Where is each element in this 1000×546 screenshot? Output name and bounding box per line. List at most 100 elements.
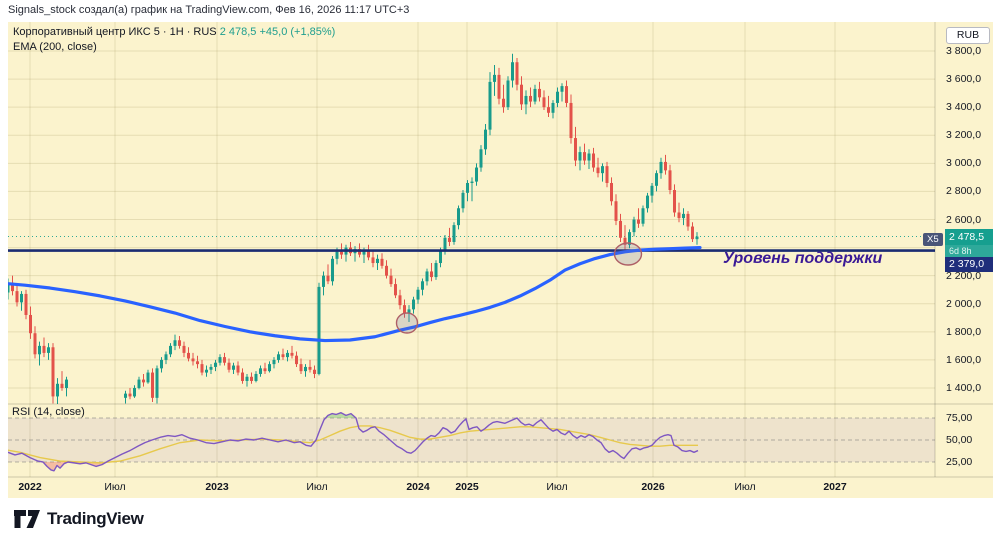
candle-body	[286, 352, 289, 358]
candle-body	[164, 354, 168, 360]
candle-body	[133, 388, 136, 397]
time-tick-label: 2024	[406, 481, 430, 493]
candle-body	[650, 185, 654, 196]
candle-body	[376, 258, 379, 264]
candle-body	[236, 365, 240, 373]
candle-body	[574, 138, 577, 161]
last-price-badge: 2 478,5	[945, 229, 993, 245]
symbol-title: Корпоративный центр ИКС 5 · 1Н · RUS	[13, 26, 217, 38]
chart-legend: Корпоративный центр ИКС 5 · 1Н · RUS 2 4…	[13, 26, 335, 38]
candle-body	[691, 226, 694, 240]
candle-body	[340, 251, 343, 255]
candle-body	[664, 161, 667, 171]
price-tick-label: 2 200,0	[946, 269, 982, 282]
candle-body	[173, 340, 177, 346]
candle-body	[475, 167, 478, 182]
highlight-ellipse[interactable]	[395, 312, 419, 334]
candle-body	[250, 376, 253, 381]
candle-body	[227, 362, 231, 370]
candle-body	[259, 368, 262, 374]
candle-body	[403, 305, 406, 314]
rsi-tick-label: 25,00	[946, 456, 973, 468]
time-tick-label: 2027	[823, 481, 847, 493]
candle-body	[466, 182, 469, 193]
candle-body	[245, 376, 249, 381]
candle-body	[155, 368, 159, 398]
candle-body	[601, 166, 604, 174]
candle-body	[51, 347, 55, 397]
candle-body	[178, 340, 181, 346]
candle-body	[686, 213, 690, 227]
candle-body	[187, 352, 190, 359]
candle-body	[241, 372, 244, 381]
candle-body	[610, 182, 613, 202]
candle-body	[655, 173, 658, 186]
candle-body	[425, 271, 429, 282]
candle-body	[42, 345, 46, 353]
candle-body	[511, 62, 514, 81]
tradingview-logo-icon	[14, 510, 40, 528]
candle-body	[308, 366, 312, 370]
highlight-ellipse[interactable]	[613, 242, 643, 266]
rsi-tick-label: 75,00	[946, 412, 973, 424]
rsi-line	[8, 412, 699, 472]
candle-body	[146, 372, 150, 383]
candle-body	[389, 275, 393, 285]
candle-body	[646, 195, 649, 209]
price-tick-label: 1 800,0	[946, 325, 982, 338]
price-tick-label: 3 400,0	[946, 101, 982, 114]
candle-body	[538, 88, 541, 98]
candle-body	[8, 282, 10, 293]
time-tick-label: Июл	[104, 481, 126, 493]
candle-body	[596, 167, 600, 174]
candle-body	[587, 153, 591, 161]
candle-body	[151, 372, 154, 398]
time-tick-label: Июл	[546, 481, 568, 493]
candle-body	[182, 345, 186, 353]
rsi-tick-label: 50,00	[946, 434, 973, 446]
candle-body	[56, 383, 59, 397]
candle-body	[15, 291, 19, 303]
candle-body	[461, 192, 465, 209]
candle-body	[434, 263, 438, 278]
time-tick-label: 2025	[455, 481, 479, 493]
candle-body	[47, 347, 50, 353]
candle-body	[637, 219, 640, 224]
candle-body	[290, 352, 294, 356]
candle-body	[515, 62, 519, 85]
candle-body	[128, 393, 132, 397]
candle-body	[137, 379, 141, 388]
candle-body	[29, 314, 32, 334]
time-tick-label: 2022	[18, 481, 42, 493]
candle-body	[682, 213, 685, 219]
candle-body	[547, 107, 550, 113]
candle-body	[254, 373, 258, 381]
price-tick-label: 2 000,0	[946, 297, 982, 310]
ticker-badge: X5	[923, 233, 943, 246]
candle-body	[416, 289, 420, 300]
candle-body	[263, 368, 267, 372]
candle-body	[628, 232, 631, 245]
candle-body	[65, 379, 68, 388]
price-tick-label: 2 600,0	[946, 213, 982, 226]
candle-body	[506, 80, 510, 108]
candle-body	[394, 284, 397, 296]
currency-unit-badge: RUB	[946, 27, 990, 44]
candle-body	[493, 74, 496, 82]
candle-body	[551, 102, 555, 113]
candle-body	[268, 364, 271, 372]
snapshot-header: Signals_stock создал(а) график на Tradin…	[8, 4, 410, 16]
price-tick-label: 3 800,0	[946, 45, 982, 57]
time-tick-label: 2023	[205, 481, 229, 493]
candle-body	[281, 354, 285, 358]
candle-body	[484, 129, 487, 150]
support-level-annotation: Уровень поддержки	[723, 250, 883, 267]
candle-body	[668, 170, 672, 191]
candle-body	[322, 275, 325, 287]
ema-line[interactable]	[0, 245, 702, 343]
candle-body	[60, 383, 64, 388]
candle-body	[673, 190, 676, 213]
candle-body	[371, 257, 375, 264]
